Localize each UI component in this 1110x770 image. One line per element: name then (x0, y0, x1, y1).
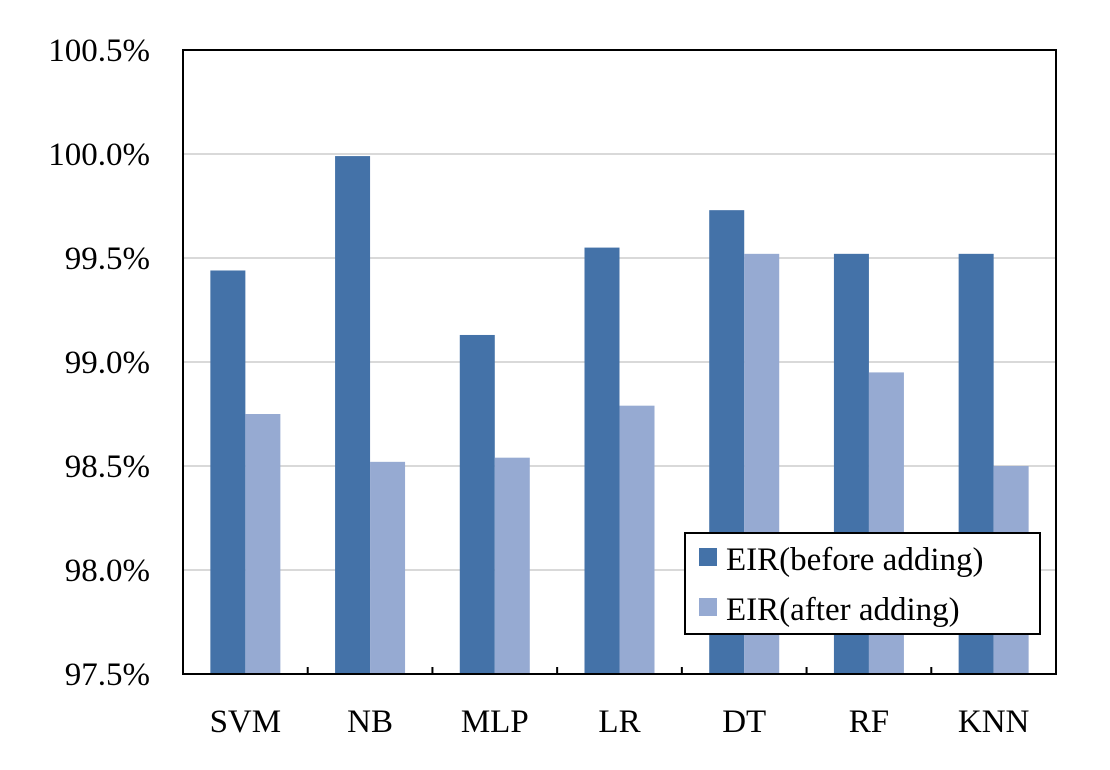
y-tick-label: 98.5% (65, 449, 150, 485)
bar-before-svm (210, 270, 246, 674)
x-tick-label: DT (722, 704, 766, 740)
bar-before-mlp (459, 334, 495, 674)
plot-area-border (182, 49, 1057, 675)
x-tick-label: NB (347, 704, 393, 740)
x-tick-label: SVM (210, 704, 282, 740)
x-tick-label: RF (849, 704, 889, 740)
legend-swatch-before (699, 548, 717, 566)
x-tick-label: KNN (958, 704, 1030, 740)
bar-after-nb (370, 461, 406, 674)
x-axis-tick-marks (306, 667, 933, 674)
y-tick-label: 99.0% (65, 345, 150, 381)
x-axis-tick-labels: SVM NB MLP LR DT RF KNN (210, 704, 1030, 740)
legend-label-before: EIR(before adding) (726, 542, 983, 578)
legend-swatch-after (699, 598, 717, 616)
bar-before-nb (335, 156, 371, 674)
y-tick-label: 100.0% (48, 137, 150, 173)
bar-after-svm (245, 414, 281, 674)
x-tick-label: LR (598, 704, 640, 740)
legend: EIR(before adding) EIR(after adding) (684, 532, 1041, 635)
y-tick-label: 100.5% (48, 33, 150, 69)
legend-box (684, 532, 1041, 635)
y-axis-tick-labels: 97.5% 98.0% 98.5% 99.0% 99.5% 100.0% 100.5% (48, 33, 150, 693)
y-tick-label: 98.0% (65, 553, 150, 589)
bar-after-mlp (494, 457, 530, 674)
bar-before-lr (584, 247, 620, 674)
bar-after-lr (619, 405, 655, 674)
y-tick-label: 99.5% (65, 241, 150, 277)
x-tick-label: MLP (461, 704, 529, 740)
legend-label-after: EIR(after adding) (726, 592, 960, 628)
y-tick-label: 97.5% (65, 657, 150, 693)
